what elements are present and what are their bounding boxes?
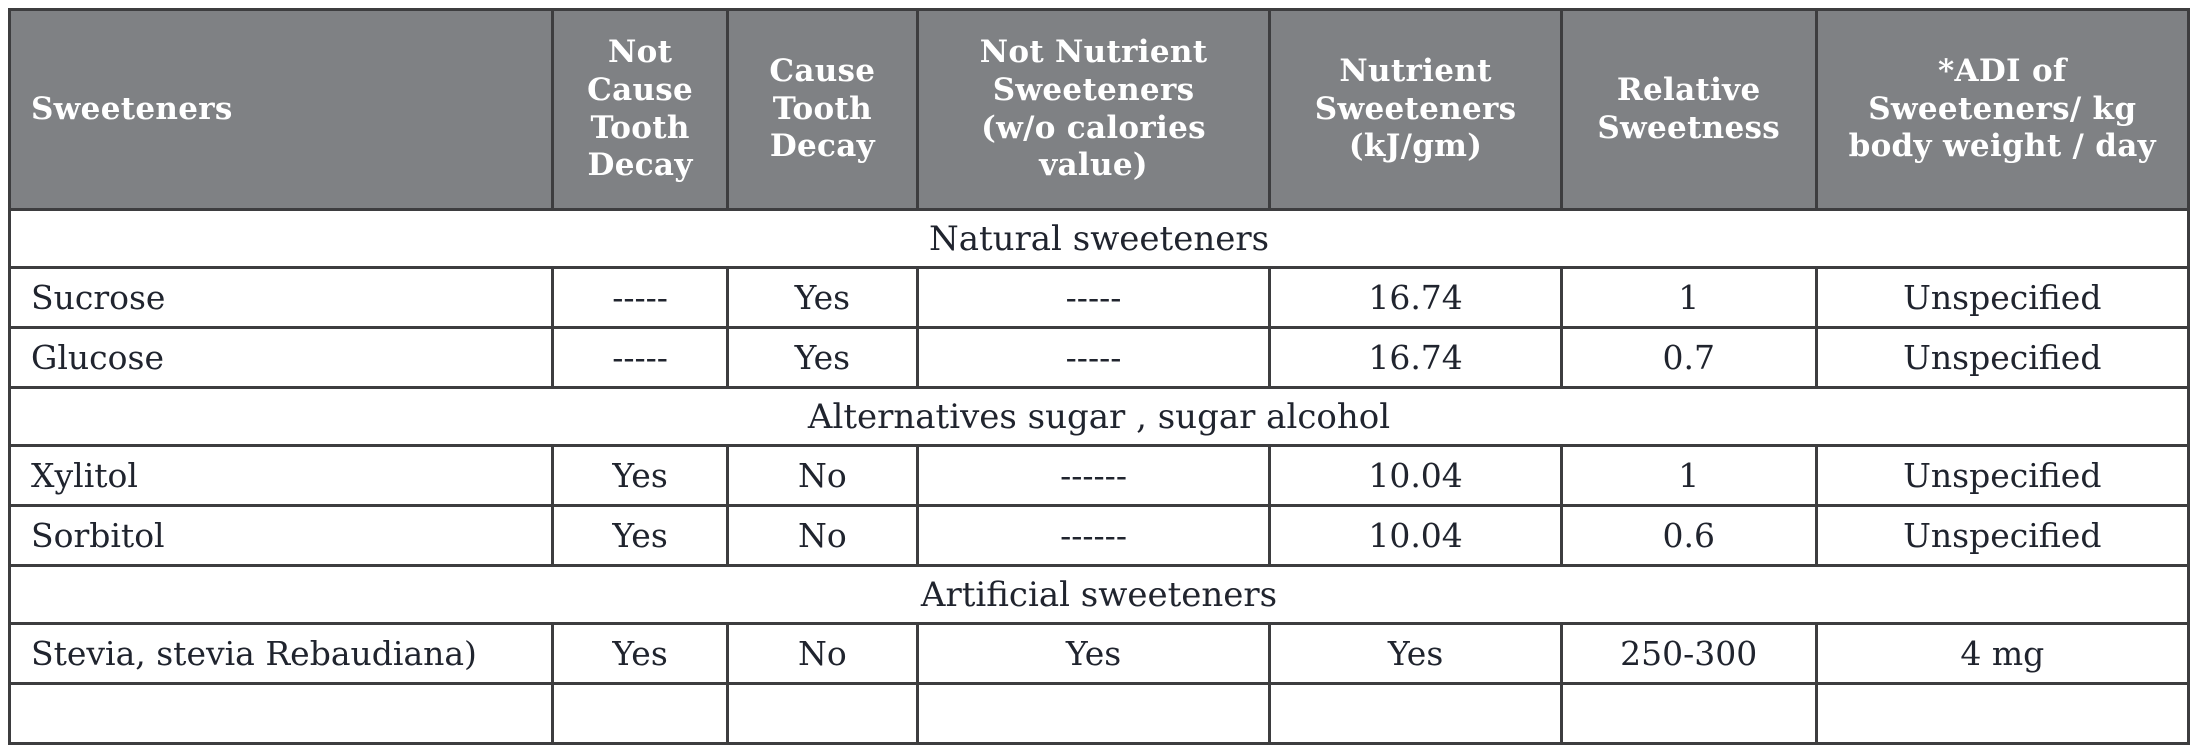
header-relative-sweetness: Relative Sweetness bbox=[1559, 8, 1818, 211]
empty-cell bbox=[1559, 682, 1818, 745]
section-title: Artificial sweeteners bbox=[8, 564, 2190, 625]
cell-adi: Unspecified bbox=[1814, 504, 2191, 567]
cell-not-cause-tooth-decay: ----- bbox=[551, 326, 729, 389]
cell-sweetener-name: Sucrose bbox=[7, 266, 555, 329]
cell-relative-sweetness: 1 bbox=[1559, 444, 1818, 507]
header-row: Sweeteners Not Cause Tooth Decay Cause T… bbox=[7, 8, 2191, 211]
section-artificial-sweeteners: Artificial sweeteners bbox=[8, 564, 2190, 625]
cell-not-nutrient: ------ bbox=[915, 444, 1272, 507]
empty-cell bbox=[725, 682, 919, 745]
cell-sweetener-name: Stevia, stevia Rebaudiana) bbox=[7, 622, 555, 685]
cell-not-cause-tooth-decay: Yes bbox=[551, 444, 729, 507]
cell-cause-tooth-decay: No bbox=[725, 504, 919, 567]
empty-cell bbox=[915, 682, 1272, 745]
table-row-cutoff bbox=[7, 682, 2191, 745]
table-row-stevia: Stevia, stevia Rebaudiana) Yes No Yes Ye… bbox=[7, 622, 2191, 685]
section-title: Natural sweeteners bbox=[8, 208, 2190, 269]
cell-not-cause-tooth-decay: Yes bbox=[551, 622, 729, 685]
cell-relative-sweetness: 250-300 bbox=[1559, 622, 1818, 685]
cell-nutrient: 10.04 bbox=[1268, 504, 1563, 567]
cell-not-cause-tooth-decay: Yes bbox=[551, 504, 729, 567]
cell-cause-tooth-decay: Yes bbox=[725, 266, 919, 329]
cell-nutrient: 16.74 bbox=[1268, 266, 1563, 329]
cell-not-nutrient: ----- bbox=[915, 326, 1272, 389]
sweeteners-table: Sweeteners Not Cause Tooth Decay Cause T… bbox=[7, 8, 2191, 745]
cell-relative-sweetness: 0.7 bbox=[1559, 326, 1818, 389]
cell-sweetener-name: Sorbitol bbox=[7, 504, 555, 567]
cell-adi: 4 mg bbox=[1814, 622, 2191, 685]
cell-adi: Unspecified bbox=[1814, 326, 2191, 389]
empty-cell bbox=[1268, 682, 1563, 745]
table-row-xylitol: Xylitol Yes No ------ 10.04 1 Unspecifie… bbox=[7, 444, 2191, 507]
cell-cause-tooth-decay: Yes bbox=[725, 326, 919, 389]
header-nutrient-sweeteners: Nutrient Sweeteners (kJ/gm) bbox=[1268, 8, 1563, 211]
cell-nutrient: 10.04 bbox=[1268, 444, 1563, 507]
cell-adi: Unspecified bbox=[1814, 266, 2191, 329]
cell-cause-tooth-decay: No bbox=[725, 444, 919, 507]
table-row-glucose: Glucose ----- Yes ----- 16.74 0.7 Unspec… bbox=[7, 326, 2191, 389]
header-cause-tooth-decay: Cause Tooth Decay bbox=[725, 8, 919, 211]
cell-adi: Unspecified bbox=[1814, 444, 2191, 507]
cell-nutrient: Yes bbox=[1268, 622, 1563, 685]
empty-cell bbox=[7, 682, 555, 745]
cell-sweetener-name: Glucose bbox=[7, 326, 555, 389]
table-row-sorbitol: Sorbitol Yes No ------ 10.04 0.6 Unspeci… bbox=[7, 504, 2191, 567]
section-title: Alternatives sugar , sugar alcohol bbox=[8, 386, 2190, 447]
empty-cell bbox=[551, 682, 729, 745]
table-header: Sweeteners Not Cause Tooth Decay Cause T… bbox=[7, 8, 2191, 211]
cell-cause-tooth-decay: No bbox=[725, 622, 919, 685]
header-not-nutrient-sweeteners: Not Nutrient Sweeteners (w/o calories va… bbox=[915, 8, 1272, 211]
cell-nutrient: 16.74 bbox=[1268, 326, 1563, 389]
section-alternatives-sugar: Alternatives sugar , sugar alcohol bbox=[8, 386, 2190, 447]
cell-relative-sweetness: 1 bbox=[1559, 266, 1818, 329]
cell-not-nutrient: Yes bbox=[915, 622, 1272, 685]
header-sweeteners: Sweeteners bbox=[7, 8, 555, 211]
empty-cell bbox=[1814, 682, 2191, 745]
table-row-sucrose: Sucrose ----- Yes ----- 16.74 1 Unspecif… bbox=[7, 266, 2191, 329]
cell-sweetener-name: Xylitol bbox=[7, 444, 555, 507]
cell-not-nutrient: ------ bbox=[915, 504, 1272, 567]
sweeteners-table-container: Sweeteners Not Cause Tooth Decay Cause T… bbox=[7, 8, 2191, 745]
cell-not-cause-tooth-decay: ----- bbox=[551, 266, 729, 329]
cell-not-nutrient: ----- bbox=[915, 266, 1272, 329]
cell-relative-sweetness: 0.6 bbox=[1559, 504, 1818, 567]
header-adi: *ADI of Sweeteners/ kg body weight / day bbox=[1814, 8, 2191, 211]
header-not-cause-tooth-decay: Not Cause Tooth Decay bbox=[551, 8, 729, 211]
table-body: Natural sweeteners Sucrose ----- Yes ---… bbox=[7, 208, 2191, 745]
section-natural-sweeteners: Natural sweeteners bbox=[8, 208, 2190, 269]
